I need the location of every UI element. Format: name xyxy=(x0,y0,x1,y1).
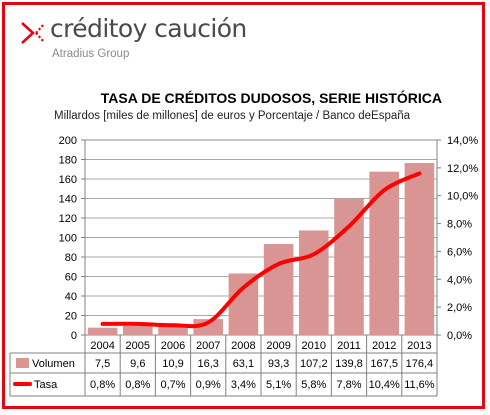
data-label-tasa: 11,6% xyxy=(404,379,435,391)
bar-volumen xyxy=(334,198,364,335)
bar-volumen xyxy=(228,273,259,335)
y-tick-label: 160 xyxy=(59,174,77,186)
y-tick-label: 120 xyxy=(59,213,77,225)
y-tick-label: 180 xyxy=(59,155,77,167)
data-label-volumen: 176,4 xyxy=(406,358,434,370)
data-label-tasa: 0,8% xyxy=(125,379,150,391)
x-tick-label: 2004 xyxy=(90,340,114,352)
data-label-tasa: 10,4% xyxy=(369,379,400,391)
bar-volumen xyxy=(404,163,435,335)
x-tick-label: 2008 xyxy=(231,340,255,352)
brand-group: Atradius Group xyxy=(52,48,130,60)
y2-tick-label: 2,0% xyxy=(447,302,472,314)
y2-tick-label: 12,0% xyxy=(447,163,478,175)
y2-tick-label: 10,0% xyxy=(447,191,478,203)
data-label-volumen: 63,1 xyxy=(233,358,254,370)
x-tick-label: 2005 xyxy=(126,340,150,352)
data-label-volumen: 93,3 xyxy=(268,358,289,370)
chart-subtitle: Millardos [miles de millones] de euros y… xyxy=(54,110,411,122)
y2-tick-label: 8,0% xyxy=(447,219,472,231)
data-label-volumen: 9,6 xyxy=(130,358,145,370)
y2-tick-label: 6,0% xyxy=(447,246,472,258)
bar-volumen xyxy=(87,327,118,335)
data-label-tasa: 0,8% xyxy=(90,379,115,391)
data-label-tasa: 7,8% xyxy=(336,379,361,391)
y-tick-label: 0 xyxy=(71,330,77,342)
data-label-tasa: 3,4% xyxy=(231,379,256,391)
x-tick-label: 2009 xyxy=(266,340,290,352)
data-label-tasa: 5,8% xyxy=(301,379,326,391)
bar-volumen xyxy=(158,324,188,335)
data-label-tasa: 5,1% xyxy=(266,379,291,391)
legend-label-volumen: Volumen xyxy=(32,358,75,370)
x-tick-label: 2007 xyxy=(196,340,220,352)
data-label-volumen: 10,9 xyxy=(162,358,183,370)
data-label-tasa: 0,9% xyxy=(196,379,221,391)
x-tick-label: 2012 xyxy=(372,340,396,352)
y-tick-label: 100 xyxy=(59,233,77,245)
legend-key-volumen xyxy=(16,358,29,368)
y-tick-label: 40 xyxy=(65,291,77,303)
bar-volumen xyxy=(263,244,294,335)
data-label-tasa: 0,7% xyxy=(160,379,185,391)
line-tasa xyxy=(100,171,422,329)
y-tick-label: 60 xyxy=(65,272,77,284)
y2-tick-label: 14,0% xyxy=(447,135,478,147)
chart-title: TASA DE CRÉDITOS DUDOSOS, SERIE HISTÓRIC… xyxy=(100,90,442,106)
data-label-volumen: 167,5 xyxy=(370,358,398,370)
y-tick-label: 80 xyxy=(65,252,77,264)
x-tick-label: 2006 xyxy=(161,340,185,352)
legend-label-tasa: Tasa xyxy=(34,379,58,391)
data-label-volumen: 16,3 xyxy=(197,358,218,370)
bar-volumen xyxy=(123,325,153,335)
data-label-volumen: 139,8 xyxy=(335,358,363,370)
brand-name: créditoy caución xyxy=(50,14,247,43)
brand-chevron-icon xyxy=(21,22,45,44)
y2-tick-label: 0,0% xyxy=(447,330,472,342)
bar-volumen xyxy=(193,319,223,335)
y2-tick-label: 4,0% xyxy=(447,274,472,286)
y-tick-label: 20 xyxy=(65,311,77,323)
x-tick-label: 2011 xyxy=(337,340,361,352)
data-label-volumen: 7,5 xyxy=(95,358,110,370)
x-tick-label: 2013 xyxy=(407,340,431,352)
data-label-volumen: 107,2 xyxy=(300,358,328,370)
bar-volumen xyxy=(369,171,399,335)
y-tick-label: 140 xyxy=(59,194,77,206)
y-tick-label: 200 xyxy=(59,135,77,147)
x-tick-label: 2010 xyxy=(302,340,326,352)
